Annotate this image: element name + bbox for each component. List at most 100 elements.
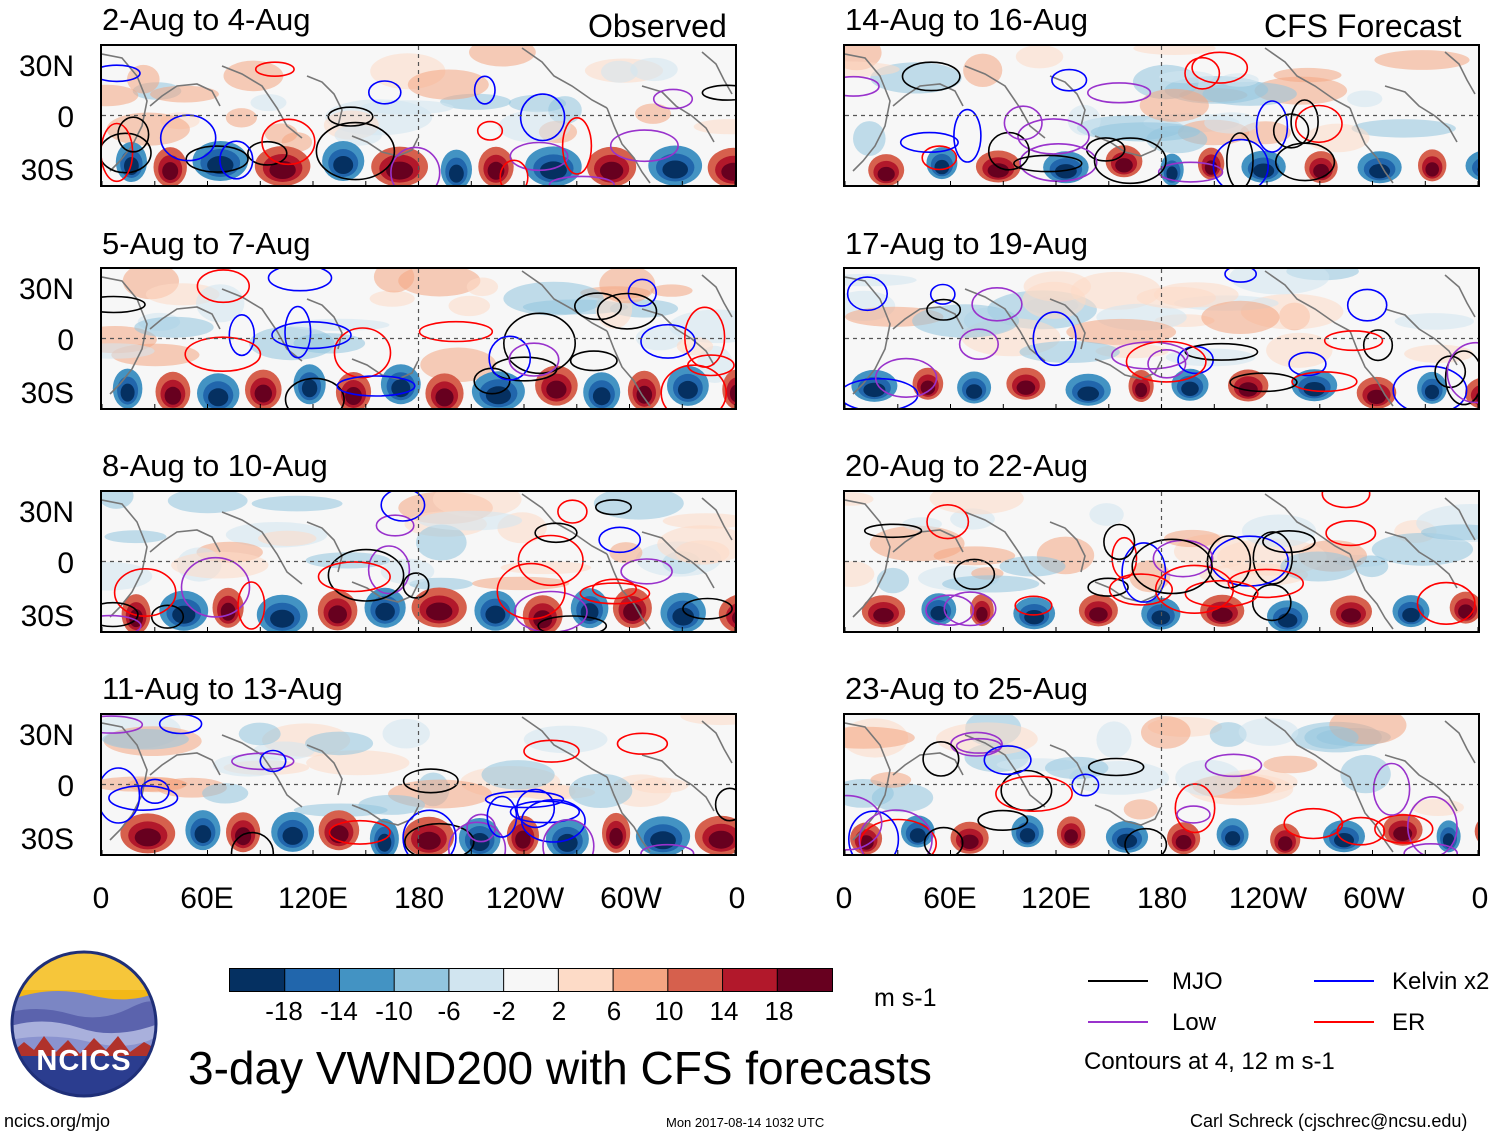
wind-anomaly [225,108,257,128]
wave-contour [534,522,578,544]
wave-contour [488,335,532,381]
coastline [641,85,715,143]
wave-contour [1017,118,1090,155]
wind-anomaly [1089,607,1108,622]
coastline [641,308,715,366]
wave-contour [418,320,494,343]
wind-anomaly [599,161,624,180]
wave-contour [523,739,580,763]
wind-anomaly [515,830,531,849]
coastline [1444,274,1476,318]
wave-contour [404,822,475,854]
wind-anomaly [1263,755,1318,774]
wind-anomaly [208,388,229,407]
wind-anomaly [466,277,499,297]
lat-label-0: 0 [57,101,74,134]
wave-contour [616,732,669,755]
lat-label-0: 0 [57,547,74,580]
lon-label-0-end: 0 [728,882,746,915]
wind-anomaly [672,607,694,626]
cb-tick: -6 [437,996,461,1026]
wind-anomaly [1123,799,1158,820]
wind-anomaly [677,380,698,399]
wind-anomaly [523,725,608,754]
wave-contour [874,357,938,399]
coastline [701,720,733,764]
coastline [1384,531,1458,589]
panel-title-8: 23-Aug to 25-Aug [845,671,1089,706]
wave-contour [1184,56,1221,90]
wave-contour [569,350,618,372]
wave-contour [1087,757,1145,777]
colorbar-swatch [230,969,286,991]
panel-title-7: 20-Aug to 22-Aug [845,448,1089,483]
wave-contour [652,88,694,110]
wind-anomaly [1175,759,1242,797]
wind-anomaly [1159,70,1214,84]
wind-anomaly [333,156,354,174]
wave-contour [1019,143,1098,183]
wave-contour [1325,519,1377,547]
wave-contour [509,800,581,824]
wave-contour [1051,68,1088,92]
coastline [1349,330,1394,407]
wind-anomaly [721,162,735,181]
wind-anomaly [1055,164,1077,179]
wind-anomaly [593,492,684,520]
coastline [1049,298,1086,350]
wind-anomaly [417,510,523,531]
wind-anomaly [1474,821,1478,842]
footer-site[interactable]: ncics.org/mjo [4,1111,111,1131]
wind-anomaly [1096,721,1132,758]
wave-contour [327,548,405,602]
legend-label-kelvin: Kelvin x2 [1392,968,1490,995]
wave-contour [971,286,1023,322]
coastline [845,276,891,395]
wave-contour [102,295,146,314]
wind-anomaly [1209,722,1247,747]
wave-contour [508,342,560,377]
lat-label-30s: 30S [20,154,74,187]
ncics-logo: NCICS [10,950,158,1098]
wave-contour [284,305,312,359]
wind-anomaly [873,608,894,623]
coastline [102,499,148,618]
wind-anomaly [1305,123,1370,153]
wind-anomaly [481,760,555,790]
panel-title-4: 11-Aug to 13-Aug [102,671,343,706]
wind-anomaly [171,551,269,579]
wind-anomaly [662,513,735,529]
wave-contour [953,558,996,591]
wind-anomaly [223,60,284,92]
wave-contour [237,581,266,630]
wind-anomaly [1371,532,1474,566]
wave-contour [1227,568,1304,599]
wind-anomaly [676,337,714,356]
wave-contour [367,80,402,105]
wave-contour [117,116,150,153]
wind-anomaly [1165,348,1256,367]
coastline [1049,521,1086,573]
wind-anomaly [1204,160,1218,175]
coastline [1264,47,1351,109]
wave-contour [1108,573,1174,606]
lon-label-60w: 60W [600,882,662,915]
lat-label-30n: 30N [18,719,74,752]
wave-contour [548,175,615,185]
wind-anomaly [568,773,633,808]
colorbar-swatch [503,969,559,991]
wave-contour [517,534,584,587]
wave-contour [402,768,459,794]
wave-contour [113,568,177,618]
wind-anomaly [373,269,415,293]
wind-anomaly [134,316,214,338]
coastline [964,734,1046,808]
lat-label-30s: 30S [20,600,74,633]
wind-anomaly [1016,380,1036,395]
lon-label-60w: 60W [1343,882,1405,915]
wind-anomaly [251,495,343,512]
map-panel-8 [843,713,1480,856]
wave-contour [594,499,632,516]
wind-anomaly [635,103,671,124]
wind-anomaly [1425,162,1439,177]
